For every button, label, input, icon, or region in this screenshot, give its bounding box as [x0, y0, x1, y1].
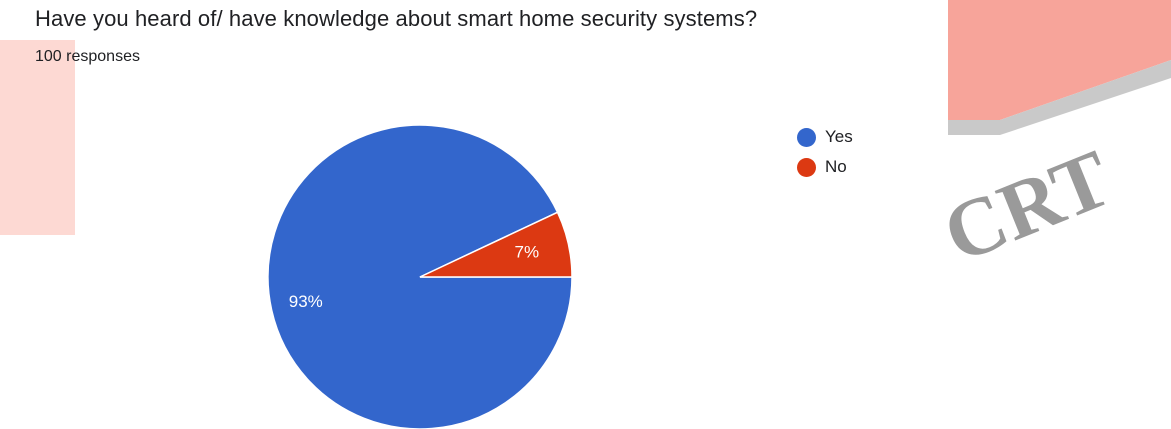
pie-label-yes: 93% — [289, 292, 323, 311]
legend-label-yes: Yes — [825, 127, 853, 146]
pie-label-no: 7% — [515, 243, 540, 262]
legend-item-no: No — [797, 152, 853, 182]
legend: Yes No — [797, 122, 853, 182]
chart-subtitle: 100 responses — [35, 48, 140, 65]
legend-item-yes: Yes — [797, 122, 853, 152]
legend-swatch-no — [797, 157, 816, 177]
pie-slice-no — [419, 211, 573, 278]
legend-swatch-yes — [797, 127, 816, 147]
legend-label-no: No — [825, 157, 847, 176]
chart-title: Have you heard of/ have knowledge about … — [35, 6, 758, 31]
